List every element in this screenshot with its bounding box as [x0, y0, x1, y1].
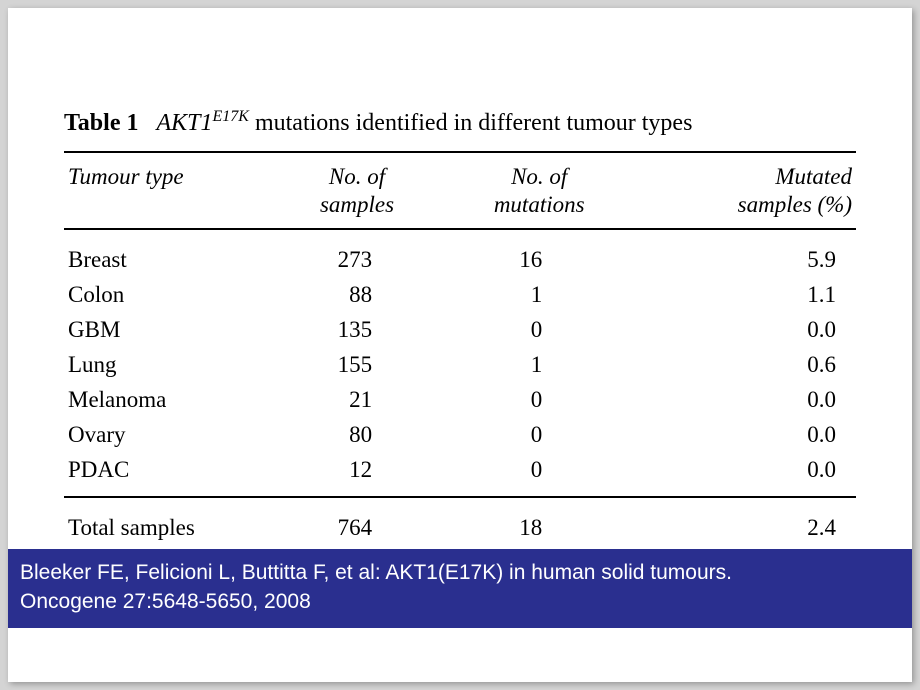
cell-pct: 0.0 — [634, 417, 856, 452]
cell-mutations: 1 — [444, 347, 634, 382]
total-mutations: 18 — [444, 497, 634, 557]
cell-samples: 12 — [270, 452, 444, 496]
total-label: Total samples — [64, 497, 270, 557]
cell-mutations: 0 — [444, 452, 634, 496]
total-row: Total samples 764 18 2.4 — [64, 497, 856, 557]
citation-line2: Oncogene 27:5648-5650, 2008 — [20, 590, 311, 613]
cell-mutations: 0 — [444, 382, 634, 417]
cell-tumour: Breast — [64, 229, 270, 277]
mutations-table: Tumour type No. ofsamples No. ofmutation… — [64, 151, 856, 559]
table-row: Lung 155 1 0.6 — [64, 347, 856, 382]
total-samples: 764 — [270, 497, 444, 557]
table-caption: Table 1 AKT1E17K mutations identified in… — [64, 108, 856, 137]
cell-pct: 1.1 — [634, 277, 856, 312]
cell-tumour: Ovary — [64, 417, 270, 452]
cell-pct: 0.0 — [634, 382, 856, 417]
caption-rest: mutations identified in different tumour… — [249, 110, 692, 136]
cell-tumour: Melanoma — [64, 382, 270, 417]
col-mutated-pct: Mutatedsamples (%) — [634, 152, 856, 229]
gene-name: AKT1 — [156, 110, 212, 136]
table-row: Ovary 80 0 0.0 — [64, 417, 856, 452]
cell-samples: 88 — [270, 277, 444, 312]
cell-mutations: 1 — [444, 277, 634, 312]
cell-samples: 21 — [270, 382, 444, 417]
header-row: Tumour type No. ofsamples No. ofmutation… — [64, 152, 856, 229]
cell-samples: 273 — [270, 229, 444, 277]
col-no-mutations: No. ofmutations — [444, 152, 634, 229]
cell-pct: 0.0 — [634, 312, 856, 347]
table-container: Table 1 AKT1E17K mutations identified in… — [64, 108, 856, 559]
citation-line1: Bleeker FE, Felicioni L, Buttitta F, et … — [20, 561, 732, 584]
table-row: PDAC 12 0 0.0 — [64, 452, 856, 496]
table-row: Colon 88 1 1.1 — [64, 277, 856, 312]
table-row: Melanoma 21 0 0.0 — [64, 382, 856, 417]
gene-superscript: E17K — [213, 108, 249, 125]
cell-samples: 155 — [270, 347, 444, 382]
cell-pct: 5.9 — [634, 229, 856, 277]
cell-tumour: PDAC — [64, 452, 270, 496]
total-pct: 2.4 — [634, 497, 856, 557]
cell-mutations: 16 — [444, 229, 634, 277]
cell-pct: 0.0 — [634, 452, 856, 496]
cell-pct: 0.6 — [634, 347, 856, 382]
table-row: Breast 273 16 5.9 — [64, 229, 856, 277]
cell-samples: 80 — [270, 417, 444, 452]
col-no-samples: No. ofsamples — [270, 152, 444, 229]
cell-tumour: Lung — [64, 347, 270, 382]
citation-bar: Bleeker FE, Felicioni L, Buttitta F, et … — [8, 549, 912, 628]
cell-samples: 135 — [270, 312, 444, 347]
cell-mutations: 0 — [444, 417, 634, 452]
cell-mutations: 0 — [444, 312, 634, 347]
col-tumour-type: Tumour type — [64, 152, 270, 229]
cell-tumour: Colon — [64, 277, 270, 312]
table-row: GBM 135 0 0.0 — [64, 312, 856, 347]
cell-tumour: GBM — [64, 312, 270, 347]
slide: Table 1 AKT1E17K mutations identified in… — [8, 8, 912, 682]
table-label: Table 1 — [64, 110, 138, 136]
